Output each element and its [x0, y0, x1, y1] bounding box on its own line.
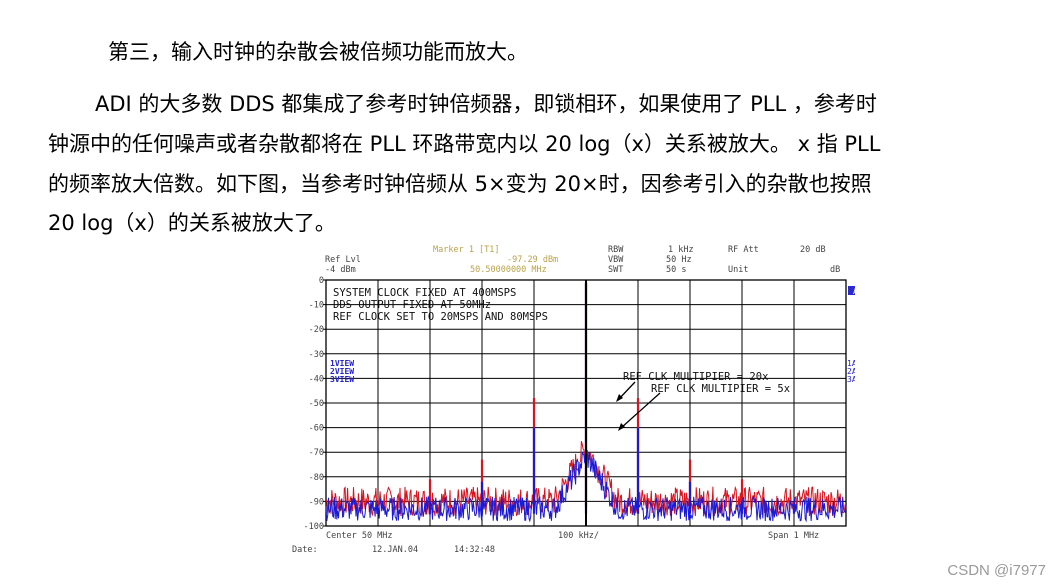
paragraph-line-1: ADI 的大多数 DDS 都集成了参考时钟倍频器，即锁相环，如果使用了 PLL … [95, 92, 877, 116]
spectrum-plot: Marker 1 [T1] Ref Lvl -97.29 dBm -4 dBm … [292, 245, 866, 555]
y-tick-label: -50 [309, 399, 324, 409]
unit-label: Unit [728, 265, 748, 275]
note-ref-clock: REF CLOCK SET TO 20MSPS AND 80MSPS [333, 311, 548, 323]
trace-ap-1: 1AP [847, 359, 855, 368]
division: 100 kHz/ [558, 531, 599, 541]
arrow-5x-head [618, 423, 625, 431]
y-tick-label: -10 [309, 301, 324, 311]
marker-frequency: 50.50000000 MHz [470, 265, 547, 275]
rf-att-value: 20 dB [800, 245, 826, 255]
rf-att-label: RF Att [728, 245, 759, 255]
y-tick-label: -90 [309, 497, 324, 507]
trace-layer [325, 280, 847, 526]
vbw-value: 50 Hz [666, 255, 692, 265]
y-tick-label: -60 [309, 424, 324, 434]
date-value: 12.JAN.04 [372, 545, 418, 555]
ref-level-label: Ref Lvl [325, 255, 361, 265]
a-badge-label: A [853, 287, 855, 296]
annotation-5x: REF CLK MULTIPIER = 5x [651, 383, 790, 395]
date-label: Date: [292, 545, 318, 555]
marker-label: Marker 1 [T1] [433, 245, 500, 255]
center-frequency: Center 50 MHz [326, 531, 393, 541]
rbw-label: RBW [608, 245, 624, 255]
section-heading: 第三，输入时钟的杂散会被倍频功能而放大。 [108, 40, 528, 64]
note-system-clock: SYSTEM CLOCK FIXED AT 400MSPS [333, 287, 516, 299]
swt-label: SWT [608, 265, 623, 275]
time-value: 14:32:48 [454, 545, 495, 555]
arrow-5x [620, 392, 661, 429]
rbw-value: 1 kHz [668, 245, 694, 255]
trace-ap-2: 2AP [847, 367, 855, 376]
paragraph-line-2: 钟源中的任何噪声或者杂散都将在 PLL 环路带宽内以 20 log（x）关系被放… [48, 132, 881, 156]
trace-label-3view: 3VIEW [330, 375, 354, 384]
y-axis-ticks: 0 -10 -20 -30 -40 -50 -60 -70 -80 -90 -100 [304, 276, 326, 532]
paragraph-line-3: 的频率放大倍数。如下图，当参考时钟倍频从 5×变为 20×时，因参考引入的杂散也… [48, 172, 872, 196]
y-tick-label: -20 [309, 325, 324, 335]
span: Span 1 MHz [768, 531, 819, 541]
spectrum-analyzer-figure: Marker 1 [T1] Ref Lvl -97.29 dBm -4 dBm … [290, 240, 866, 558]
arrow-20x-head [616, 394, 623, 402]
y-tick-label: -40 [309, 374, 324, 384]
y-tick-label: -80 [309, 473, 324, 483]
trace-label-1view: 1VIEW [330, 359, 354, 368]
annotation-20x: REF CLK MULTIPIER = 20x [623, 371, 768, 383]
y-tick-label: -30 [309, 350, 324, 360]
swt-value: 50 s [666, 265, 686, 275]
y-tick-label: 0 [319, 276, 324, 286]
unit-value: dB [830, 265, 840, 275]
csdn-watermark: CSDN @i7977 [947, 562, 1046, 579]
note-dds-output: DDS OUTPUT FIXED AT 50MHz [333, 299, 491, 311]
y-tick-label: -70 [309, 448, 324, 458]
ref-level-value: -4 dBm [325, 265, 356, 275]
trace-ap-3: 3AP [847, 375, 855, 384]
y-tick-label: -100 [304, 522, 324, 532]
paragraph-line-4: 20 log（x）的关系被放大了。 [48, 211, 336, 235]
marker-level: -97.29 dBm [507, 255, 558, 265]
vbw-label: VBW [608, 255, 624, 265]
trace-label-2view: 2VIEW [330, 367, 354, 376]
